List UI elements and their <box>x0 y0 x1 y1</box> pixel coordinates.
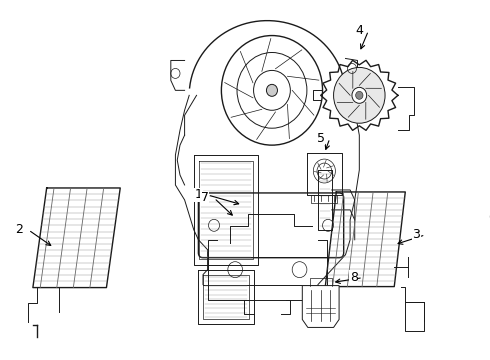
Text: 5: 5 <box>317 132 325 145</box>
Polygon shape <box>456 217 485 245</box>
Circle shape <box>356 91 363 99</box>
Polygon shape <box>33 188 120 288</box>
Text: 2: 2 <box>15 223 23 236</box>
Polygon shape <box>325 192 405 287</box>
Text: 3: 3 <box>413 228 420 241</box>
Circle shape <box>334 67 385 123</box>
Text: 8: 8 <box>350 271 358 284</box>
Text: 4: 4 <box>355 24 363 37</box>
Text: 7: 7 <box>201 192 209 204</box>
Text: 6: 6 <box>488 211 490 224</box>
Text: 1: 1 <box>195 188 202 202</box>
Circle shape <box>352 87 367 103</box>
Polygon shape <box>302 285 339 328</box>
FancyBboxPatch shape <box>198 193 343 258</box>
Polygon shape <box>320 60 398 130</box>
Circle shape <box>267 84 277 96</box>
